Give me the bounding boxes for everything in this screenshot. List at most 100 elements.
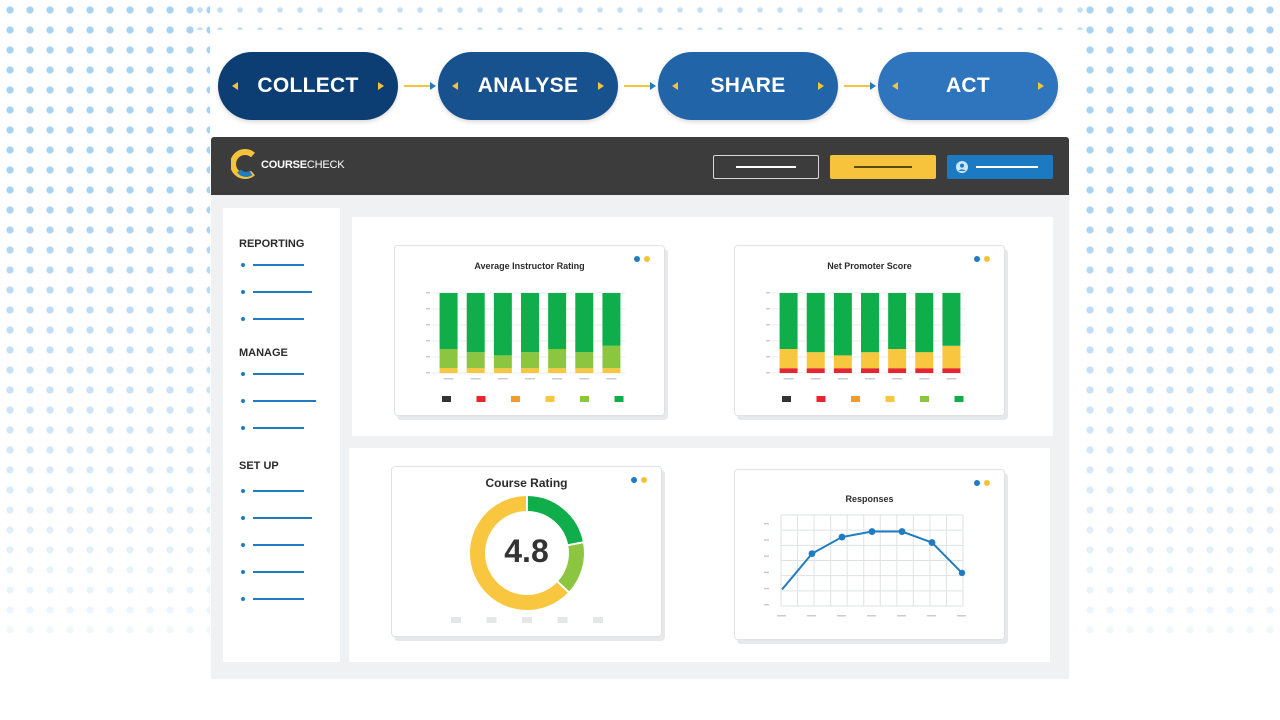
sidebar-section-reporting: REPORTING: [239, 238, 305, 250]
sidebar-item[interactable]: [241, 489, 304, 493]
sidebar-item[interactable]: [241, 290, 312, 294]
background-dot-pattern-right: [1080, 0, 1280, 640]
responses-line-chart: [764, 514, 966, 617]
bar-segment: [861, 352, 879, 369]
step-label: ACT: [945, 74, 991, 97]
legend-swatch: [920, 396, 929, 402]
card-responses[interactable]: Responses: [734, 469, 1005, 640]
bar-segment: [861, 293, 879, 353]
chevron-right-icon: [598, 82, 604, 90]
legend-swatch: [442, 396, 451, 402]
coursecheck-logo[interactable]: COURSECHECK: [231, 149, 345, 179]
card-average-instructor-rating[interactable]: Average Instructor Rating: [394, 245, 665, 416]
legend-swatch: [511, 396, 520, 402]
sidebar-item[interactable]: [241, 399, 316, 403]
average-instructor-rating-chart: [426, 292, 625, 402]
y-tick: [764, 604, 769, 606]
step-label: SHARE: [710, 74, 786, 97]
y-tick: [764, 571, 769, 574]
legend-swatch: [851, 396, 860, 402]
x-tick: [777, 615, 786, 617]
x-tick: [867, 615, 876, 617]
background-dot-pattern-top: [190, 0, 1090, 30]
sidebar-item[interactable]: [241, 263, 304, 267]
step-arrow-icon: [844, 82, 876, 90]
coursecheck-logo-icon: [231, 149, 255, 179]
bar-segment: [806, 352, 825, 369]
x-tick: [552, 378, 563, 380]
legend-placeholder: [486, 617, 497, 623]
bar-segment: [575, 368, 594, 373]
chevron-left-icon: [892, 82, 898, 90]
x-tick: [810, 378, 821, 380]
topbar-yellow-button[interactable]: [830, 155, 936, 179]
bar-segment: [548, 349, 567, 369]
x-tick: [892, 378, 903, 380]
topbar-outline-button[interactable]: [713, 155, 819, 179]
bar-segment: [942, 368, 961, 373]
bar-segment: [602, 345, 621, 369]
card-title: Net Promoter Score: [827, 261, 912, 271]
bar-segment: [779, 293, 798, 349]
y-tick: [766, 308, 770, 310]
bar-segment: [915, 352, 934, 369]
card-course-rating[interactable]: Course Rating 4.8: [391, 466, 662, 637]
y-tick: [764, 523, 769, 525]
legend-swatch: [816, 396, 826, 402]
legend-swatch: [580, 396, 589, 402]
card-title: Course Rating: [485, 476, 568, 490]
x-tick: [807, 615, 816, 617]
step-analyse[interactable]: ANALYSE: [438, 52, 618, 120]
bar-segment: [602, 368, 621, 373]
bar-segment: [602, 293, 621, 346]
legend-placeholder: [522, 617, 532, 623]
card-net-promoter-score[interactable]: Net Promoter Score: [734, 245, 1005, 416]
bar-segment: [521, 352, 539, 369]
step-share[interactable]: SHARE: [658, 52, 838, 120]
x-tick: [897, 615, 906, 617]
sidebar-item[interactable]: [241, 317, 304, 321]
sidebar-item[interactable]: [241, 426, 304, 430]
sidebar-item[interactable]: [241, 516, 312, 520]
y-tick: [764, 587, 769, 590]
data-point: [958, 569, 966, 577]
card-indicator-dots: [974, 256, 990, 262]
sidebar-item[interactable]: [241, 570, 304, 574]
donut-slice: [526, 496, 583, 546]
step-collect[interactable]: COLLECT: [218, 52, 398, 120]
sidebar-item[interactable]: [241, 372, 304, 376]
step-act[interactable]: ACT: [878, 52, 1058, 120]
y-tick: [426, 308, 430, 310]
card-title: Responses: [845, 494, 894, 504]
chevron-left-icon: [232, 82, 238, 90]
bar-segment: [833, 293, 852, 356]
card-indicator-dots: [634, 256, 650, 262]
bar-segment: [466, 352, 485, 369]
bar-segment: [548, 293, 567, 349]
y-tick: [764, 555, 769, 557]
x-tick: [579, 378, 590, 380]
y-tick: [764, 539, 769, 541]
sidebar-item[interactable]: [241, 597, 304, 601]
course-rating-value: 4.8: [504, 533, 549, 569]
card-title: Average Instructor Rating: [474, 261, 585, 271]
bar-segment: [779, 349, 798, 369]
sidebar-item[interactable]: [241, 543, 304, 547]
x-tick: [957, 615, 966, 617]
x-tick: [525, 378, 535, 380]
y-tick: [426, 292, 430, 294]
x-tick: [865, 378, 875, 380]
legend-placeholder: [593, 617, 603, 623]
y-tick: [426, 372, 430, 374]
bar-segment: [521, 293, 539, 353]
topbar-user-button[interactable]: [947, 155, 1053, 179]
bar-segment: [888, 349, 907, 369]
bar-segment: [915, 368, 934, 373]
step-label: COLLECT: [257, 74, 359, 97]
bar-segment: [888, 368, 907, 373]
legend-swatch: [476, 396, 486, 402]
bar-segment: [806, 368, 825, 373]
card-indicator-dots: [974, 480, 990, 486]
chevron-right-icon: [378, 82, 384, 90]
sidebar-section-setup: SET UP: [239, 460, 279, 472]
